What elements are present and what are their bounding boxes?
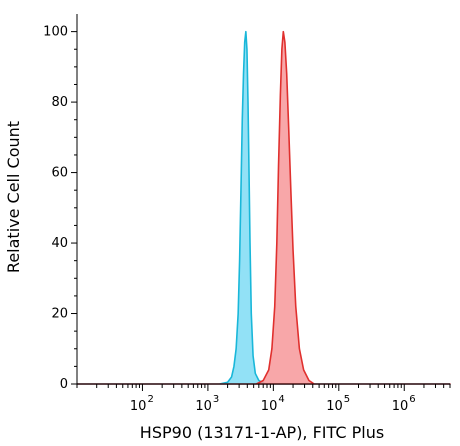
series-layer	[76, 30, 451, 385]
x-tick-base: 10	[392, 399, 409, 414]
y-tick-label: 0	[60, 377, 68, 392]
x-tick-exponent: 6	[409, 394, 415, 405]
x-tick-base: 10	[326, 399, 343, 414]
x-tick-label: 10 2	[130, 394, 154, 414]
x-tick-label: 10 4	[261, 394, 285, 414]
x-tick-label: 10 5	[326, 394, 350, 414]
axes-layer	[71, 14, 451, 391]
y-tick-label: 60	[51, 166, 68, 181]
y-tick-label: 100	[43, 25, 68, 40]
x-tick-exponent: 5	[344, 394, 350, 405]
y-tick-label: 80	[51, 95, 68, 110]
x-tick-exponent: 3	[213, 394, 219, 405]
y-tick-label: 20	[51, 307, 68, 322]
x-tick-base: 10	[130, 399, 147, 414]
x-tick-exponent: 2	[147, 394, 153, 405]
histogram-series-1	[76, 30, 451, 385]
x-tick-base: 10	[195, 399, 212, 414]
x-tick-label: 10 6	[392, 394, 416, 414]
x-tick-label: 10 3	[195, 394, 219, 414]
y-tick-label: 40	[51, 236, 68, 251]
x-axis-title: HSP90 (13171-1-AP), FITC Plus	[140, 423, 384, 442]
x-tick-base: 10	[261, 399, 278, 414]
y-axis-title: Relative Cell Count	[4, 121, 23, 273]
histogram-series-2	[76, 30, 451, 385]
x-tick-exponent: 4	[278, 394, 284, 405]
